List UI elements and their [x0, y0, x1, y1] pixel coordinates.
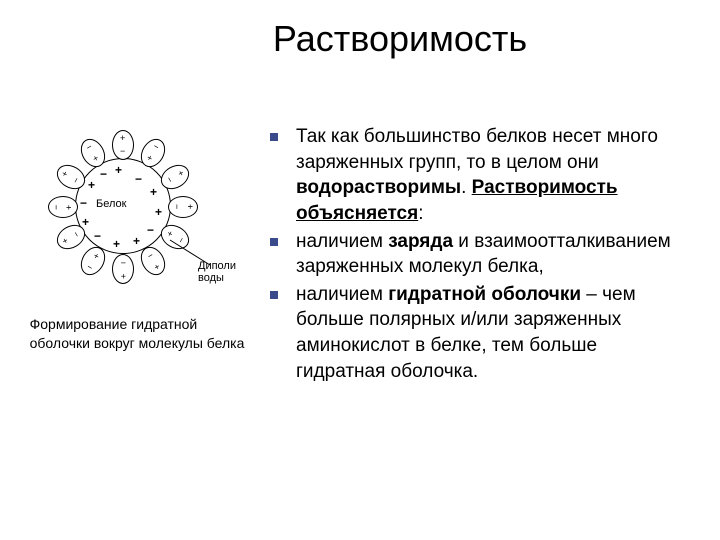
bullet-item: наличием гидратной оболочки – чем больше…: [270, 282, 690, 385]
pointer-line: [20, 120, 250, 300]
bullet-marker-icon: [270, 238, 278, 246]
bullet-item: наличием заряда и взаимоотталкиванием за…: [270, 229, 690, 280]
text-span: .: [461, 177, 472, 198]
caption-line-2: оболочки вокруг молекулы белка: [30, 335, 245, 351]
bullet-marker-icon: [270, 291, 278, 299]
caption-line-1: Формирование гидратной: [30, 316, 198, 332]
text-span: Так как большинство белков несет много з…: [296, 126, 658, 173]
text-span: :: [418, 203, 423, 224]
bullet-text: Так как большинство белков несет много з…: [296, 124, 690, 227]
text-span: наличием: [296, 231, 388, 252]
bold-span: гидратной оболочки: [388, 284, 581, 305]
bold-span: водорастворимы: [296, 177, 461, 198]
content-area: Белок +−++−++−+−+− −++−−+−++−−+−++−−++−−…: [0, 60, 720, 386]
bullet-item: Так как большинство белков несет много з…: [270, 124, 690, 227]
diagram-caption: Формирование гидратной оболочки вокруг м…: [26, 315, 245, 353]
bullet-text: наличием гидратной оболочки – чем больше…: [296, 282, 690, 385]
bullet-text: наличием заряда и взаимоотталкиванием за…: [296, 229, 690, 280]
diagram-column: Белок +−++−++−+−+− −++−−+−++−−+−++−−++−−…: [0, 120, 260, 386]
bold-span: заряда: [388, 231, 453, 252]
hydration-diagram: Белок +−++−++−+−+− −++−−+−++−−+−++−−++−−…: [20, 120, 250, 300]
text-column: Так как большинство белков несет много з…: [260, 120, 720, 386]
bullet-marker-icon: [270, 133, 278, 141]
text-span: наличием: [296, 284, 388, 305]
page-title: Растворимость: [0, 0, 720, 60]
